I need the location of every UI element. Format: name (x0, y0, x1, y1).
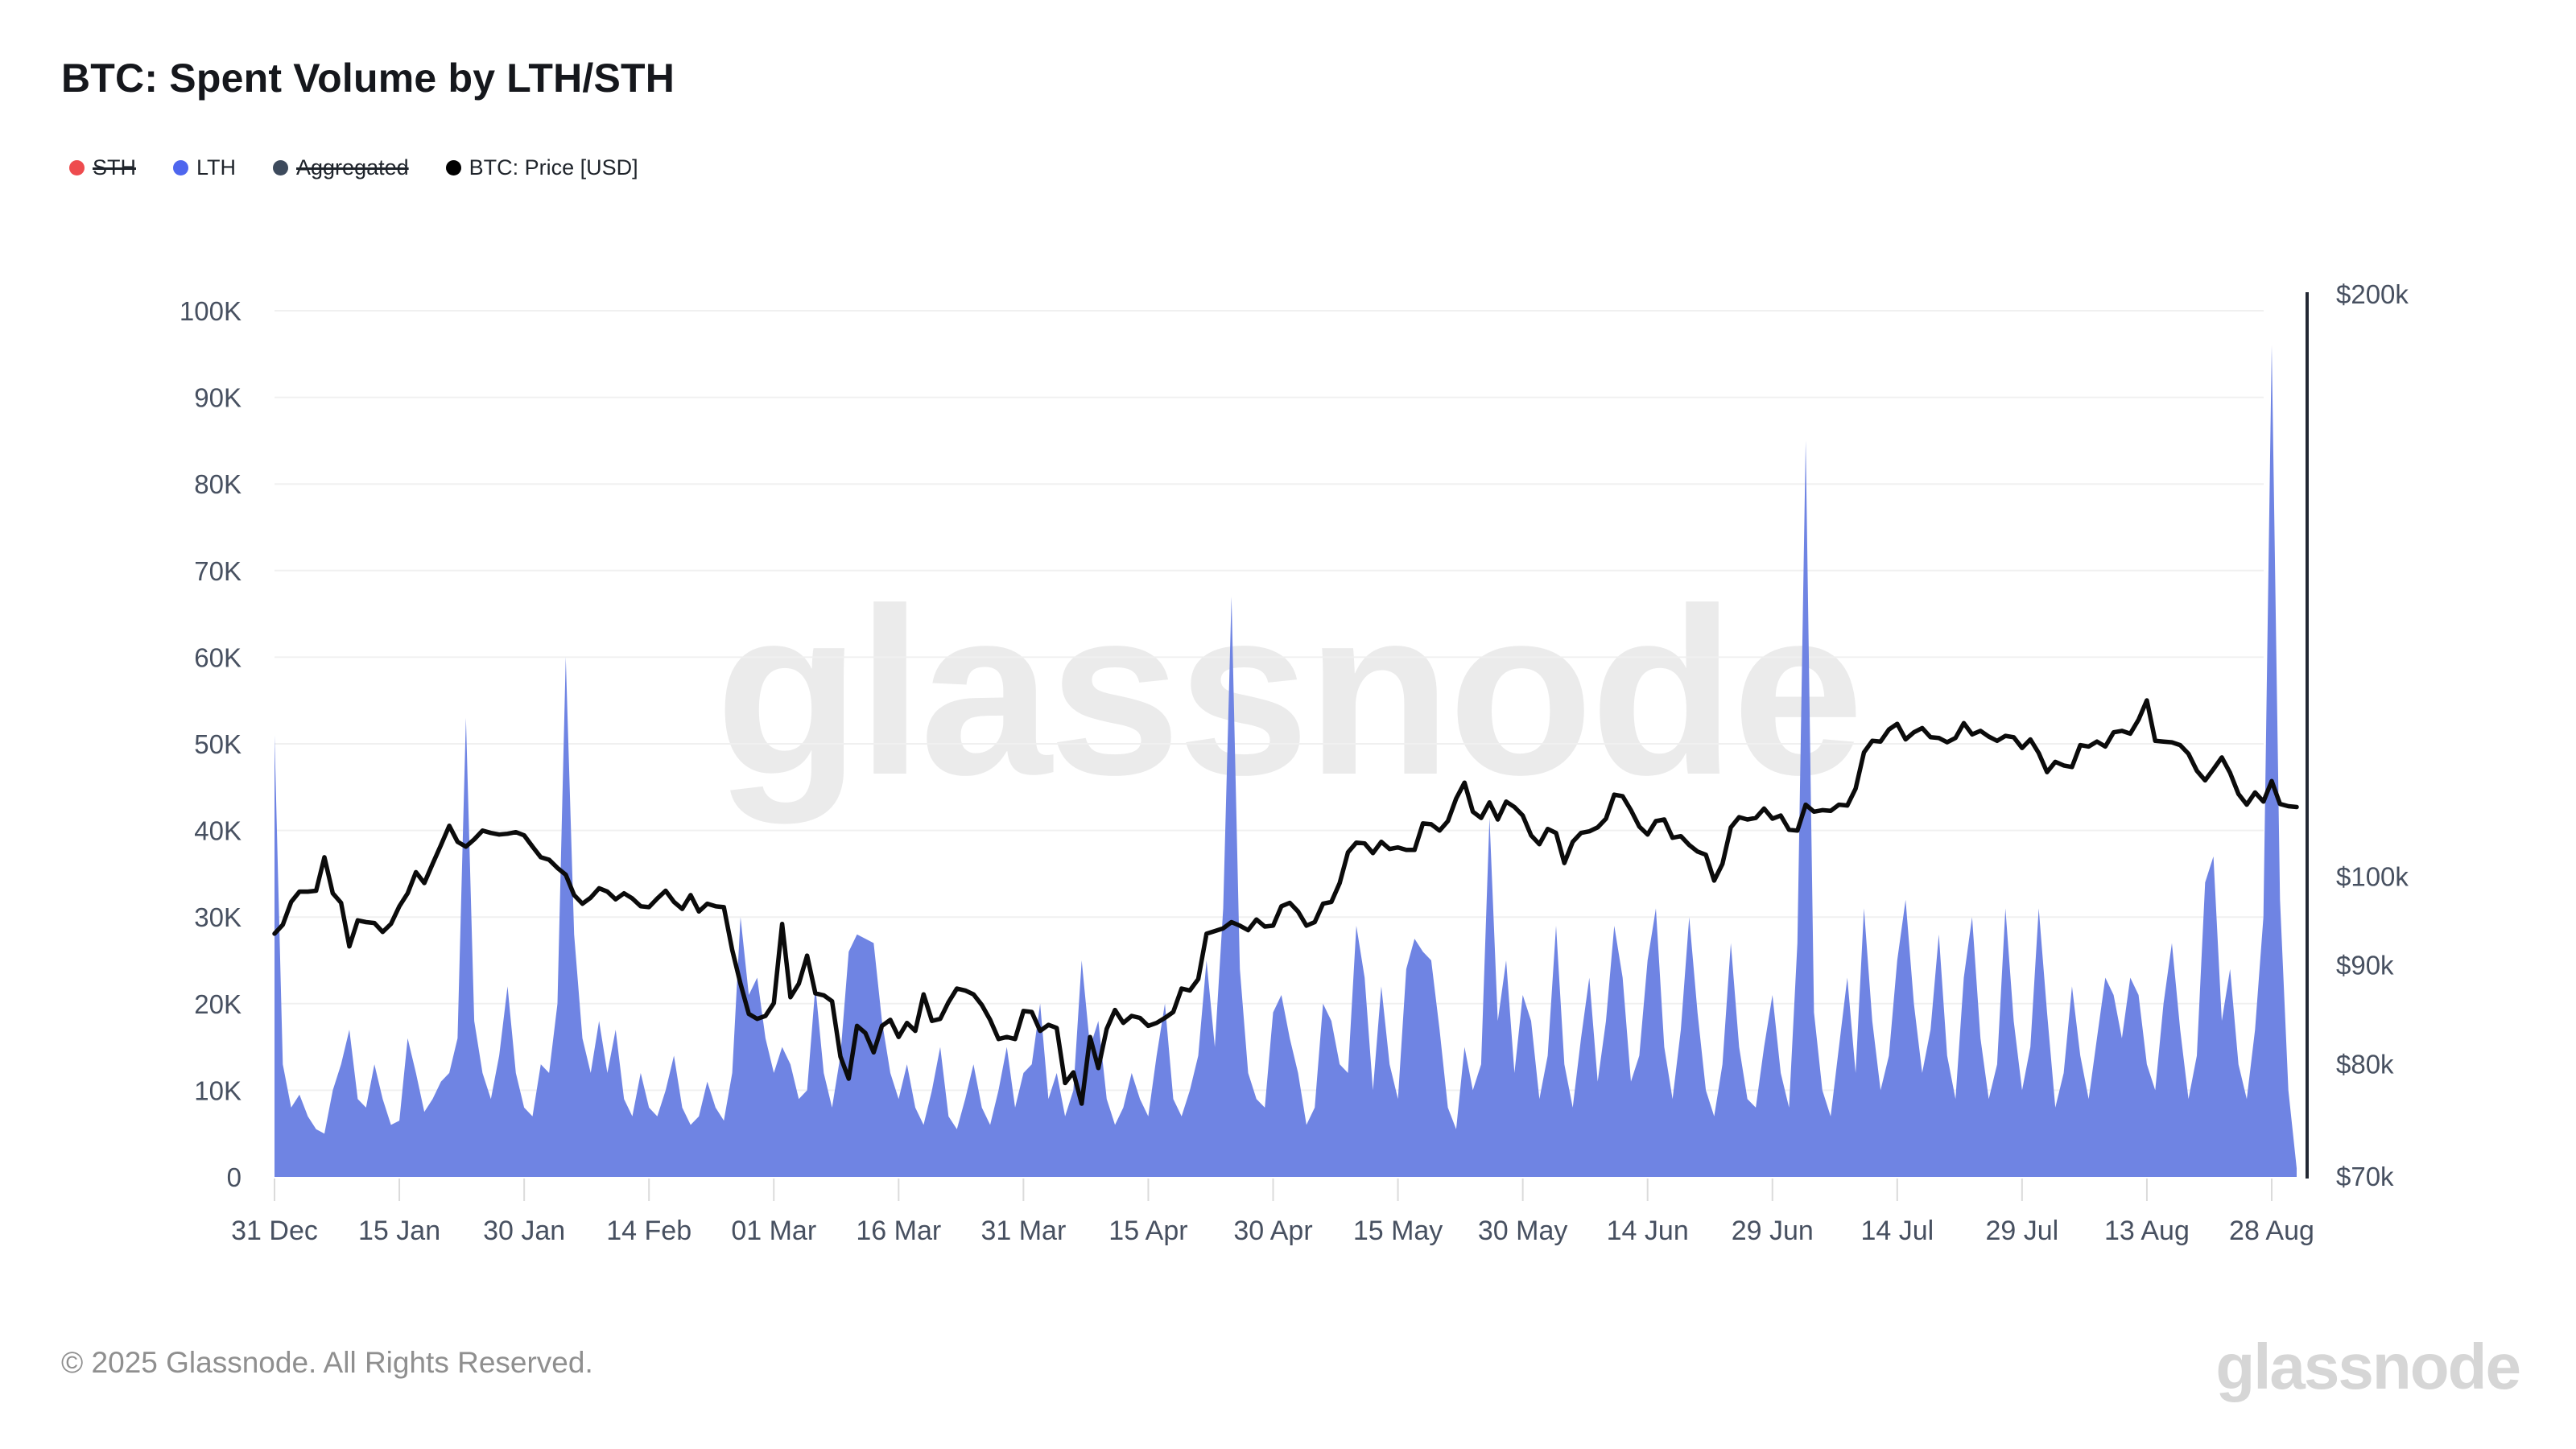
left-axis-tick-label: 40K (194, 816, 242, 846)
sth-color-dot-icon (69, 160, 85, 175)
x-axis-tick-label: 29 Jul (1986, 1216, 2059, 1246)
left-axis-tick-label: 20K (194, 989, 242, 1019)
glassnode-logo: glassnode (2215, 1331, 2521, 1402)
x-axis-tick-label: 28 Aug (2229, 1216, 2314, 1246)
legend-label: LTH (196, 155, 237, 180)
x-axis-tick-label: 15 Apr (1108, 1216, 1187, 1246)
x-axis-tick-label: 30 Jan (483, 1216, 565, 1246)
left-axis-tick-label: 0 (227, 1162, 242, 1192)
x-axis-tick-label: 15 Jan (358, 1216, 440, 1246)
left-axis-tick-label: 100K (180, 296, 242, 326)
left-axis-tick-label: 30K (194, 902, 242, 932)
left-axis-tick-label: 90K (194, 383, 242, 413)
lth-area-series (275, 345, 2297, 1177)
right-axis-tick-label: $90k (2336, 951, 2394, 980)
legend-label: STH (93, 155, 136, 180)
btc-price-usd-color-dot-icon (445, 160, 461, 175)
right-axis-tick-label: $200k (2336, 279, 2409, 309)
page-title: BTC: Spent Volume by LTH/STH (61, 56, 675, 101)
left-axis-tick-label: 60K (194, 642, 242, 672)
x-axis-tick-label: 14 Feb (606, 1216, 691, 1246)
x-axis-tick-label: 30 Apr (1233, 1216, 1312, 1246)
right-axis-tick-label: $80k (2336, 1050, 2394, 1080)
watermark-text: glassnode (715, 559, 1864, 824)
x-axis-tick-label: 15 May (1353, 1216, 1443, 1246)
chart-legend: STH LTH Aggregated BTC: Price [USD] (69, 155, 638, 180)
right-axis-tick-label: $100k (2336, 862, 2409, 892)
legend-label: Aggregated (296, 155, 409, 180)
aggregated-color-dot-icon (273, 160, 289, 175)
left-axis-tick-label: 50K (194, 729, 242, 759)
left-axis-tick-label: 10K (194, 1075, 242, 1105)
btc-price-line-series (272, 698, 2299, 1106)
x-axis-tick-label: 14 Jul (1860, 1216, 1934, 1246)
legend-label: BTC: Price [USD] (469, 155, 638, 180)
legend-item-sth[interactable]: STH (69, 155, 136, 180)
left-axis-tick-label: 70K (194, 556, 242, 586)
x-axis-tick-label: 31 Mar (980, 1216, 1066, 1246)
left-axis-tick-label: 80K (194, 469, 242, 499)
legend-item-btc-price-usd[interactable]: BTC: Price [USD] (445, 155, 638, 180)
x-axis-tick-label: 29 Jun (1732, 1216, 1814, 1246)
x-axis-tick-label: 01 Mar (731, 1216, 816, 1246)
x-axis-tick-label: 13 Aug (2104, 1216, 2190, 1246)
copyright-text: © 2025 Glassnode. All Rights Reserved. (61, 1346, 593, 1379)
x-axis-tick-label: 16 Mar (856, 1216, 941, 1246)
legend-item-aggregated[interactable]: Aggregated (273, 155, 409, 180)
x-axis-tick-label: 30 May (1478, 1216, 1568, 1246)
right-axis-tick-label: $70k (2336, 1162, 2394, 1191)
x-axis-tick-label: 31 Dec (231, 1216, 318, 1246)
legend-item-lth[interactable]: LTH (173, 155, 236, 180)
x-axis-tick-label: 14 Jun (1607, 1216, 1689, 1246)
lth-color-dot-icon (173, 160, 188, 175)
